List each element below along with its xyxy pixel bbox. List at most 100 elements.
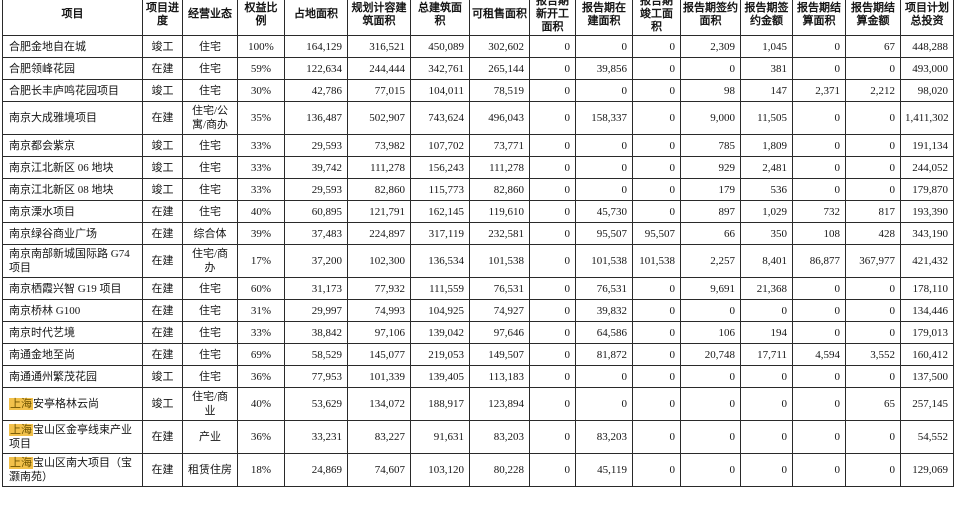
data-cell: 在建 <box>142 200 183 223</box>
data-cell: 232,581 <box>469 222 530 245</box>
data-cell: 98,020 <box>900 79 954 102</box>
data-cell: 0 <box>529 222 576 245</box>
data-cell: 83,227 <box>347 420 411 454</box>
data-cell: 0 <box>632 134 681 157</box>
data-cell: 0 <box>740 299 793 322</box>
table-row: 南京时代艺境 在建 住宅 33% 38,842 97,106 139,042 97,646 0 6… <box>2 321 954 344</box>
data-cell: 0 <box>529 79 576 102</box>
data-cell: 67 <box>845 35 901 58</box>
data-cell: 137,500 <box>900 365 954 388</box>
data-cell: 住宅 <box>182 178 238 201</box>
data-cell: 147 <box>740 79 793 102</box>
data-cell: 60% <box>237 277 285 300</box>
data-cell: 0 <box>632 343 681 366</box>
table-row: 南通通州繁茂花园 竣工 住宅 36% 77,953 101,339 139,405 113,1… <box>2 365 954 388</box>
data-cell: 0 <box>632 420 681 454</box>
data-cell: 496,043 <box>469 101 530 135</box>
data-cell: 0 <box>792 35 846 58</box>
data-cell: 191,134 <box>900 134 954 157</box>
data-cell: 11,505 <box>740 101 793 135</box>
data-cell: 0 <box>529 321 576 344</box>
data-cell: 69% <box>237 343 285 366</box>
data-cell: 66 <box>680 222 741 245</box>
data-cell: 0 <box>575 134 633 157</box>
data-cell: 82,860 <box>469 178 530 201</box>
data-cell: 在建 <box>142 453 183 487</box>
search-highlight: 上海 <box>9 457 33 469</box>
data-cell: 4,594 <box>792 343 846 366</box>
data-cell: 103,120 <box>410 453 470 487</box>
project-name-cell: 南京栖霞兴智 G19 项目 <box>2 277 143 300</box>
data-cell: 0 <box>792 365 846 388</box>
data-cell: 住宅 <box>182 79 238 102</box>
column-header-5: 规划计容建筑面积 <box>347 0 411 36</box>
data-cell: 73,771 <box>469 134 530 157</box>
data-cell: 0 <box>792 420 846 454</box>
data-cell: 265,144 <box>469 57 530 80</box>
project-name-text: 宝山区金亭线束产业项目 <box>9 424 132 450</box>
data-cell: 74,927 <box>469 299 530 322</box>
data-cell: 0 <box>680 453 741 487</box>
data-cell: 0 <box>792 156 846 179</box>
data-cell: 0 <box>845 365 901 388</box>
column-header-2: 经营业态 <box>182 0 238 36</box>
data-cell: 0 <box>575 387 633 421</box>
data-cell: 0 <box>632 299 681 322</box>
data-cell: 0 <box>632 57 681 80</box>
data-cell: 0 <box>529 134 576 157</box>
data-cell: 0 <box>792 321 846 344</box>
data-cell: 住宅 <box>182 57 238 80</box>
data-cell: 60,895 <box>284 200 348 223</box>
data-cell: 0 <box>845 420 901 454</box>
data-cell: 21,368 <box>740 277 793 300</box>
data-cell: 租赁住房 <box>182 453 238 487</box>
data-cell: 1,045 <box>740 35 793 58</box>
data-cell: 0 <box>529 387 576 421</box>
data-cell: 0 <box>529 178 576 201</box>
data-cell: 156,243 <box>410 156 470 179</box>
project-name-cell: 合肥领峰花园 <box>2 57 143 80</box>
data-cell: 54,552 <box>900 420 954 454</box>
data-cell: 0 <box>575 365 633 388</box>
data-cell: 8,401 <box>740 244 793 278</box>
data-cell: 244,052 <box>900 156 954 179</box>
project-name-cell: 南京溧水项目 <box>2 200 143 223</box>
data-cell: 住宅/公寓/商办 <box>182 101 238 135</box>
data-cell: 17% <box>237 244 285 278</box>
table-row: 上海宝山区南大项目（宝灏南苑） 在建 租赁住房 18% 24,869 74,607 103,… <box>2 453 954 487</box>
data-cell: 78,519 <box>469 79 530 102</box>
data-cell: 33% <box>237 321 285 344</box>
data-cell: 785 <box>680 134 741 157</box>
data-cell: 101,538 <box>632 244 681 278</box>
project-name-cell: 南通金地至尚 <box>2 343 143 366</box>
table-row: 合肥领峰花园 在建 住宅 59% 122,634 244,444 342,761 265,14… <box>2 57 954 80</box>
data-cell: 102,300 <box>347 244 411 278</box>
data-cell: 0 <box>792 134 846 157</box>
column-header-12: 报告期签约金额 <box>740 0 793 36</box>
column-header-8: 报告期新开工面积 <box>529 0 576 36</box>
data-cell: 42,786 <box>284 79 348 102</box>
data-cell: 302,602 <box>469 35 530 58</box>
data-cell: 817 <box>845 200 901 223</box>
data-cell: 0 <box>529 420 576 454</box>
data-cell: 在建 <box>142 277 183 300</box>
data-cell: 82,860 <box>347 178 411 201</box>
data-cell: 123,894 <box>469 387 530 421</box>
data-cell: 0 <box>529 277 576 300</box>
data-cell: 0 <box>632 200 681 223</box>
data-cell: 36% <box>237 365 285 388</box>
data-cell: 0 <box>740 420 793 454</box>
data-cell: 95,507 <box>632 222 681 245</box>
data-cell: 住宅 <box>182 134 238 157</box>
data-cell: 53,629 <box>284 387 348 421</box>
table-row: 南通金地至尚 在建 住宅 69% 58,529 145,077 219,053 149,507… <box>2 343 954 366</box>
data-cell: 77,953 <box>284 365 348 388</box>
table-row: 南京都会紫京 竣工 住宅 33% 29,593 73,982 107,702 73,771 0 0… <box>2 134 954 157</box>
data-cell: 316,521 <box>347 35 411 58</box>
data-cell: 0 <box>529 299 576 322</box>
data-cell: 101,538 <box>469 244 530 278</box>
table-row: 上海安亭格林云尚 竣工 住宅/商业 40% 53,629 134,072 188,917 12… <box>2 387 954 421</box>
data-cell: 0 <box>632 277 681 300</box>
data-cell: 45,119 <box>575 453 633 487</box>
data-cell: 194 <box>740 321 793 344</box>
